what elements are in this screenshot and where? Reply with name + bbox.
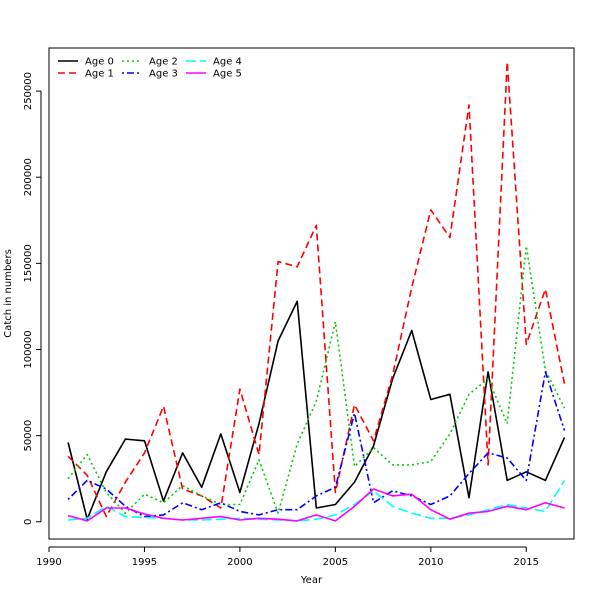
legend-label: Age 3 <box>149 69 178 80</box>
legend-label: Age 4 <box>213 57 242 68</box>
plot-frame <box>48 47 575 540</box>
legend-item: Age 5 <box>186 69 242 80</box>
legend-item: Age 2 <box>122 57 178 68</box>
series-line-age-1 <box>67 60 566 518</box>
x-axis: 1990 1995 2000 2005 2010 2015 <box>36 546 539 568</box>
x-tick-label: 2005 <box>323 557 348 568</box>
legend-item: Age 3 <box>122 69 178 80</box>
y-tick-label: 100000 <box>23 330 34 368</box>
legend-label: Age 2 <box>149 57 178 68</box>
legend-item: Age 0 <box>58 57 114 68</box>
legend-item: Age 4 <box>186 57 242 68</box>
x-tick-label: 2000 <box>227 557 252 568</box>
y-axis-title: Catch in numbers <box>3 249 14 338</box>
series-line-age-5 <box>67 488 565 522</box>
series-layer <box>67 60 566 522</box>
legend-item: Age 1 <box>58 69 114 80</box>
y-tick-label: 150000 <box>23 244 34 282</box>
x-tick-label: 1995 <box>132 557 157 568</box>
legend-label: Age 1 <box>85 69 114 80</box>
x-tick-label: 2010 <box>418 557 443 568</box>
y-tick-label: 0 <box>23 519 34 525</box>
legend-label: Age 0 <box>85 57 114 68</box>
x-tick-label: 1990 <box>36 557 61 568</box>
plot-border <box>48 47 575 540</box>
series-line-age-0 <box>67 300 566 521</box>
y-tick-label: 250000 <box>23 72 34 110</box>
series-line-age-3 <box>67 371 566 518</box>
y-tick-label: 50000 <box>23 420 34 452</box>
legend-label: Age 5 <box>213 69 242 80</box>
y-axis: 0 50000 100000 150000 200000 250000 <box>23 72 42 525</box>
x-tick-label: 2015 <box>514 557 539 568</box>
x-axis-title: Year <box>300 575 323 586</box>
y-tick-label: 200000 <box>23 158 34 196</box>
series-line-age-2 <box>67 245 566 515</box>
